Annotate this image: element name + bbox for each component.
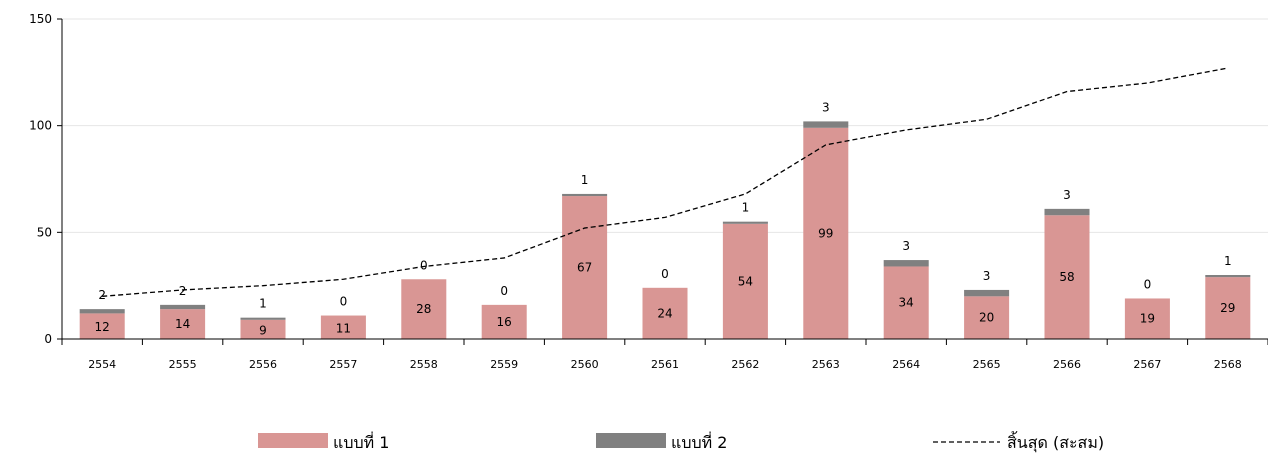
data-label-series-1: 34 bbox=[899, 296, 914, 310]
y-tick-label: 50 bbox=[37, 225, 52, 239]
data-label-series-1: 12 bbox=[95, 320, 110, 334]
data-label-series-2: 3 bbox=[822, 100, 830, 114]
legend-label-series-1: แบบที่ 1 bbox=[333, 431, 389, 452]
bar-series-2 bbox=[240, 317, 286, 320]
data-label-series-2: 0 bbox=[1144, 277, 1152, 291]
y-tick-label: 100 bbox=[29, 119, 52, 133]
legend-swatch-series-1 bbox=[258, 433, 328, 448]
bar-series-1 bbox=[562, 196, 608, 339]
x-tick-label: 2563 bbox=[812, 358, 840, 371]
data-label-series-2: 1 bbox=[259, 297, 267, 311]
bar-series-1 bbox=[964, 296, 1010, 339]
bar-series-1 bbox=[79, 313, 125, 339]
data-label-series-1: 14 bbox=[175, 317, 190, 331]
data-label-series-1: 28 bbox=[416, 302, 431, 316]
bar-series-1 bbox=[722, 223, 768, 339]
bar-series-2 bbox=[79, 309, 125, 314]
x-tick-label: 2558 bbox=[410, 358, 438, 371]
gridlines bbox=[62, 18, 1268, 233]
bar-series-1 bbox=[1044, 215, 1090, 339]
y-axis-ticks: 0 50 100 150 bbox=[29, 12, 52, 346]
x-tick-label: 2560 bbox=[571, 358, 599, 371]
data-label-series-2: 3 bbox=[902, 239, 910, 253]
x-axis-ticks: 2554 2555 2556 2557 2558 2559 2560 2561 2562 2563… bbox=[88, 358, 1242, 371]
bar-series-1 bbox=[642, 287, 688, 339]
legend-label-series-3: สิ้นสุด (สะสม) bbox=[1007, 431, 1104, 453]
legend-swatch-series-2 bbox=[596, 433, 666, 448]
data-label-series-1: 67 bbox=[577, 261, 592, 275]
bar-series-2 bbox=[803, 121, 849, 128]
x-tick-label: 2556 bbox=[249, 358, 277, 371]
data-label-series-2: 3 bbox=[1063, 188, 1071, 202]
y-tick-label: 150 bbox=[29, 12, 52, 26]
data-label-series-2: 3 bbox=[983, 269, 991, 283]
data-label-series-1: 58 bbox=[1059, 270, 1074, 284]
data-label-series-2: 1 bbox=[581, 173, 589, 187]
x-tick-label: 2564 bbox=[892, 358, 920, 371]
data-label-series-1: 9 bbox=[259, 323, 267, 337]
x-tick-label: 2561 bbox=[651, 358, 679, 371]
legend-label-series-2: แบบที่ 2 bbox=[671, 431, 727, 452]
x-tick-label: 2566 bbox=[1053, 358, 1081, 371]
cumulative-line bbox=[102, 67, 1228, 297]
x-tick-label: 2567 bbox=[1133, 358, 1161, 371]
data-label-series-1: 19 bbox=[1140, 312, 1155, 326]
data-label-series-1: 54 bbox=[738, 274, 753, 288]
bar-series-2 bbox=[883, 260, 929, 267]
data-label-series-1: 11 bbox=[336, 321, 351, 335]
x-tick-label: 2557 bbox=[329, 358, 357, 371]
bar-series-1 bbox=[240, 319, 286, 339]
x-tick-label: 2562 bbox=[731, 358, 759, 371]
bar-series-2 bbox=[562, 193, 608, 197]
data-label-series-2: 2 bbox=[98, 288, 106, 302]
bar-series-1 bbox=[320, 315, 366, 339]
bar-series-2 bbox=[1205, 275, 1251, 278]
axes bbox=[57, 18, 1268, 345]
y-tick-label: 0 bbox=[44, 332, 52, 346]
x-tick-label: 2554 bbox=[88, 358, 116, 371]
bar-series-1 bbox=[803, 127, 849, 339]
data-label-series-1: 20 bbox=[979, 311, 994, 325]
cumulative-series-line bbox=[102, 67, 1228, 297]
x-tick-label: 2565 bbox=[973, 358, 1001, 371]
data-label-series-1: 16 bbox=[497, 315, 512, 329]
data-label-series-1: 99 bbox=[818, 226, 833, 240]
data-label-series-2: 1 bbox=[742, 201, 750, 215]
data-label-series-1: 24 bbox=[657, 306, 672, 320]
data-label-series-2: 1 bbox=[1224, 254, 1232, 268]
data-label-series-2: 2 bbox=[179, 284, 187, 298]
bar-series-1 bbox=[883, 266, 929, 339]
bars bbox=[79, 121, 1251, 339]
bar-series-1 bbox=[160, 309, 206, 339]
x-tick-label: 2568 bbox=[1214, 358, 1242, 371]
data-label-series-2: 0 bbox=[420, 258, 428, 272]
x-tick-label: 2559 bbox=[490, 358, 518, 371]
data-label-series-2: 0 bbox=[340, 295, 348, 309]
bar-series-1 bbox=[1205, 277, 1251, 339]
x-tick-label: 2555 bbox=[169, 358, 197, 371]
bar-series-1 bbox=[401, 279, 447, 339]
bar-series-1 bbox=[1124, 298, 1170, 339]
legend: แบบที่ 1 แบบที่ 2 สิ้นสุด (สะสม) bbox=[258, 431, 1104, 453]
bar-series-2 bbox=[722, 221, 768, 224]
data-label-series-2: 0 bbox=[500, 284, 508, 298]
bar-series-1 bbox=[481, 304, 527, 339]
bar-series-2 bbox=[1044, 208, 1090, 216]
data-label-series-1: 29 bbox=[1220, 301, 1235, 315]
bar-series-2 bbox=[160, 304, 206, 310]
data-label-series-2: 0 bbox=[661, 267, 669, 281]
bar-series-2 bbox=[964, 289, 1010, 297]
